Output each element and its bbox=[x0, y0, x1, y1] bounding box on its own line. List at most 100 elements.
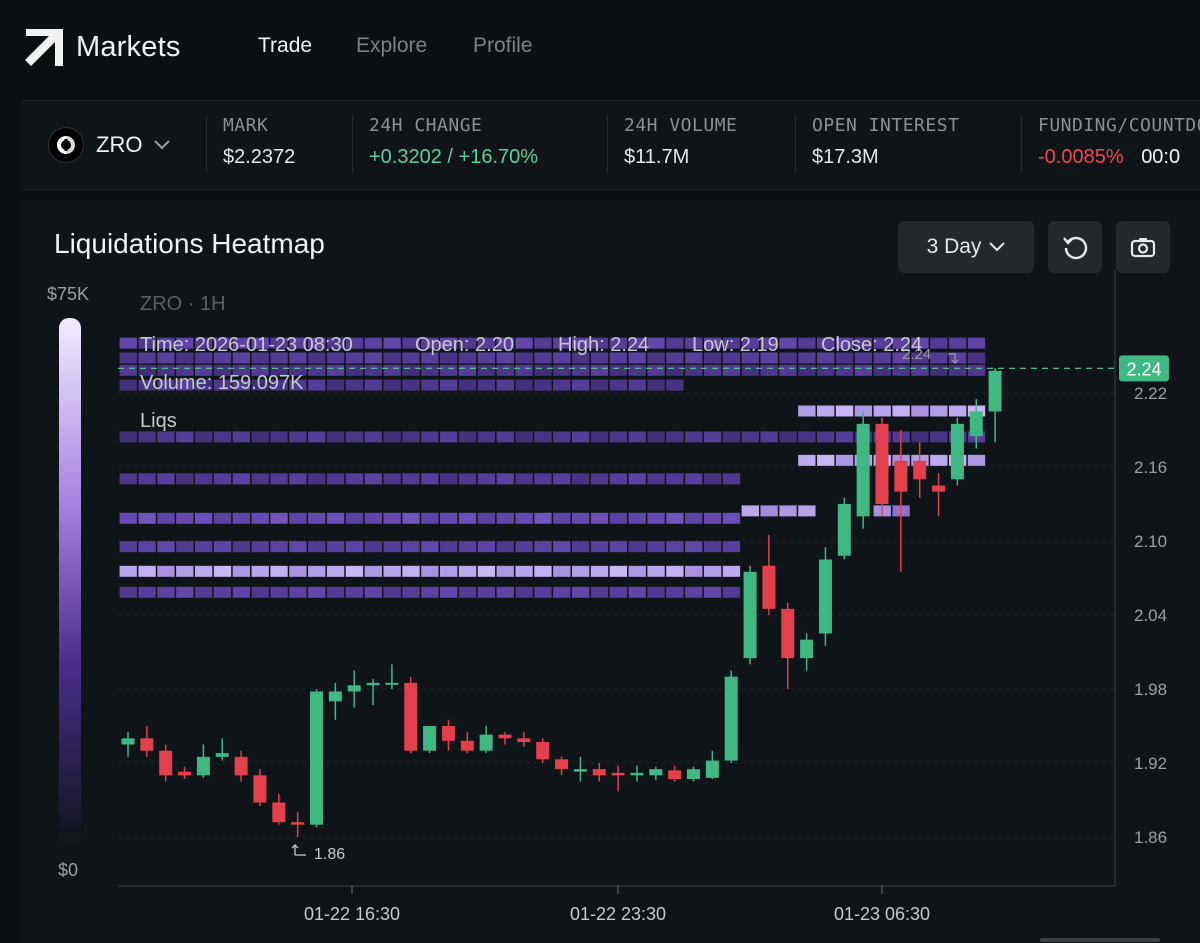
top-nav: Markets Trade Explore Profile bbox=[0, 0, 1200, 95]
funding-rate: -0.0085% bbox=[1038, 146, 1124, 168]
heat-cell bbox=[628, 473, 646, 485]
heat-cell bbox=[779, 431, 797, 443]
heat-cell bbox=[383, 379, 401, 391]
heat-cell bbox=[345, 379, 364, 391]
heat-cell bbox=[477, 352, 496, 364]
heat-cell bbox=[194, 364, 213, 376]
candle-body bbox=[649, 769, 663, 776]
stat-open-interest: OPEN INTEREST $17.3M bbox=[795, 115, 959, 173]
heat-cell bbox=[590, 337, 609, 349]
heat-cell bbox=[421, 364, 439, 376]
heat-cell bbox=[270, 379, 288, 391]
heat-cell bbox=[119, 541, 137, 553]
heat-cell bbox=[496, 352, 514, 364]
heat-cell bbox=[930, 364, 948, 376]
heat-cell bbox=[326, 586, 345, 598]
stat-value: -0.0085% 00:0 bbox=[1038, 146, 1200, 169]
heat-cell bbox=[213, 512, 232, 524]
heat-cell bbox=[213, 431, 232, 443]
heat-cell bbox=[194, 337, 213, 349]
candle-body bbox=[253, 775, 267, 803]
screenshot-button[interactable] bbox=[1116, 221, 1170, 273]
heat-cell bbox=[477, 379, 496, 391]
overlay-open: Open: 2.20 bbox=[415, 334, 514, 356]
heat-cell bbox=[119, 352, 137, 364]
heat-cell bbox=[703, 364, 722, 376]
heat-cell bbox=[609, 565, 628, 577]
heat-cell bbox=[194, 431, 213, 443]
panel-title: Liquidations Heatmap bbox=[54, 228, 325, 259]
heat-cell bbox=[647, 337, 665, 349]
heat-cell bbox=[553, 431, 571, 443]
heat-cell bbox=[364, 364, 382, 376]
nav-trade[interactable]: Trade bbox=[258, 34, 313, 57]
heat-cell bbox=[571, 337, 590, 349]
heat-cell bbox=[496, 379, 514, 391]
heat-cell bbox=[685, 431, 703, 443]
candle-body bbox=[743, 571, 757, 659]
heat-cell bbox=[647, 473, 665, 485]
heat-cell bbox=[458, 352, 477, 364]
heat-cell bbox=[590, 352, 609, 364]
heat-cell bbox=[251, 512, 269, 524]
candle-body bbox=[498, 734, 512, 739]
brand-logo[interactable]: Markets bbox=[24, 26, 181, 68]
heat-cell bbox=[138, 379, 156, 391]
heat-cell bbox=[364, 565, 382, 577]
heat-cell bbox=[590, 565, 609, 577]
heat-cell bbox=[194, 352, 213, 364]
heat-cell bbox=[345, 364, 364, 376]
heat-cell bbox=[496, 541, 514, 553]
heat-cell bbox=[119, 473, 137, 485]
heat-cell bbox=[553, 352, 571, 364]
heat-cell bbox=[345, 565, 364, 577]
heat-cell bbox=[308, 364, 326, 376]
heat-cell bbox=[383, 352, 401, 364]
nav-explore[interactable]: Explore bbox=[356, 34, 428, 57]
heat-cell bbox=[779, 337, 797, 349]
overlay-volume: Volume: 159.097K bbox=[140, 372, 304, 394]
candle-body bbox=[988, 370, 1002, 412]
heat-cell bbox=[383, 541, 401, 553]
heat-cell bbox=[967, 337, 986, 349]
heat-cell bbox=[157, 586, 175, 598]
heat-cell bbox=[270, 565, 288, 577]
heat-cell bbox=[364, 431, 382, 443]
heat-cell bbox=[948, 405, 967, 417]
heat-cell bbox=[571, 565, 590, 577]
heat-cell bbox=[194, 541, 213, 553]
grid bbox=[118, 392, 1115, 838]
heat-cell bbox=[553, 541, 571, 553]
heat-cell bbox=[440, 352, 458, 364]
heat-cell bbox=[571, 431, 590, 443]
heat-cell bbox=[722, 512, 741, 524]
heat-cell bbox=[308, 379, 326, 391]
heat-cell bbox=[458, 512, 477, 524]
stat-label: 24H VOLUME bbox=[624, 115, 738, 136]
symbol-selector[interactable]: ZRO bbox=[48, 127, 171, 163]
heat-cell bbox=[440, 541, 458, 553]
heat-cell bbox=[458, 364, 477, 376]
heat-cell bbox=[176, 337, 194, 349]
heat-cell bbox=[571, 352, 590, 364]
axes: 2.22 2.16 2.10 2.04 1.98 1.92 1.86 01-22 16:30 0… bbox=[118, 270, 1169, 924]
heat-cell bbox=[609, 364, 628, 376]
nav-profile[interactable]: Profile bbox=[473, 34, 533, 57]
range-select[interactable]: 3 Day bbox=[898, 221, 1034, 273]
candle-body bbox=[555, 759, 569, 770]
low-marker-arrow bbox=[291, 844, 306, 856]
heat-cell bbox=[270, 431, 288, 443]
brand-name: Markets bbox=[76, 30, 181, 63]
heat-cell bbox=[760, 352, 778, 364]
heat-cell bbox=[835, 337, 854, 349]
heat-cell bbox=[817, 431, 835, 443]
heat-cell bbox=[553, 364, 571, 376]
heat-cell bbox=[590, 379, 609, 391]
heat-cell bbox=[440, 364, 458, 376]
heat-cell bbox=[458, 541, 477, 553]
heatmap-chart[interactable]: 2.22 2.16 2.10 2.04 1.98 1.92 1.86 01-22 16:30 0… bbox=[22, 200, 1200, 943]
candle-body bbox=[781, 608, 795, 659]
reset-button[interactable] bbox=[1048, 221, 1102, 273]
heat-cell bbox=[817, 454, 835, 466]
horizontal-scrollbar[interactable] bbox=[1040, 938, 1160, 942]
